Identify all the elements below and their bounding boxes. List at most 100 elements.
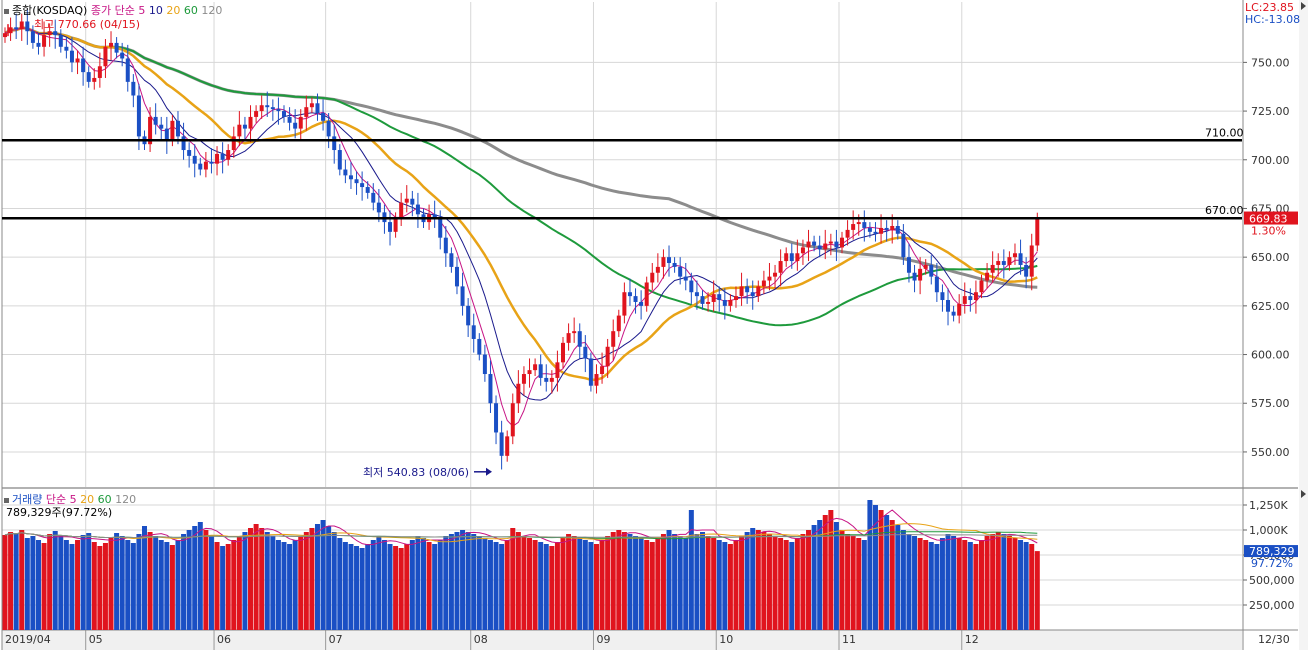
candle-body [879,227,884,234]
volume-bar [376,536,382,630]
candle-body [583,346,588,359]
volume-ma120-line [4,532,1038,538]
volume-bar [984,536,990,630]
level-label-670: 670.00 [1205,204,1244,217]
price-ma-label: 종가 단순 [90,4,135,17]
candle-body [309,103,314,108]
volume-bar [348,544,354,630]
candle-body [259,105,264,112]
volume-bar [454,532,460,630]
volume-bar [923,540,929,630]
volume-bar [52,531,58,630]
candle-body [404,198,409,203]
candle-body [53,31,58,36]
lc-label: LC:23.85 [1245,1,1294,14]
volume-bar [884,515,890,630]
candle-body [538,364,543,378]
volume-bar [995,532,1001,630]
candle-body [1007,257,1012,265]
volume-bar [716,540,722,630]
candle-body [343,169,348,176]
volume-bar [722,542,728,630]
last-volume-text: 789,329주(97.72%) [6,506,113,519]
volume-bar [979,540,984,630]
candle-body [326,120,331,137]
volume-bar [24,538,30,630]
volume-bar [939,538,945,630]
low-marker-label: 최저 540.83 (08/06) [363,466,469,479]
candle-body [348,175,353,180]
candle-body [153,116,158,125]
candle-body [360,183,365,188]
volume-bar [487,540,493,630]
volume-bar [956,538,962,630]
volume-bar [917,538,923,630]
volume-bar [354,546,360,630]
candle-body [393,218,398,232]
candle-body [242,124,247,129]
month-label: 10 [719,633,733,646]
volume-bar [97,546,103,630]
volume-bar [13,534,19,630]
candle-body [81,58,86,73]
candle-body [767,276,772,281]
volume-bar [236,536,242,630]
volume-bar [320,520,326,630]
candle-body [170,120,175,141]
candle-body [533,364,538,371]
candle-body [482,354,487,375]
volume-bar [147,532,153,630]
current-volume-tag [1244,545,1298,558]
candle-body [494,403,499,433]
expand-arrow-icon[interactable] [1301,2,1306,10]
candle-body [985,272,990,281]
candle-body [700,296,705,304]
candle-body [265,105,270,108]
volume-bar [398,548,404,630]
volume-axis-label: 1,000K [1249,524,1288,537]
volume-bar [527,538,533,630]
volume-bar [309,528,315,630]
candle-body [650,272,655,283]
volume-bar [47,534,53,630]
candle-body [962,296,967,304]
candle-body [940,292,945,301]
volume-bar [220,546,226,630]
candle-body [1012,253,1017,258]
volume-bar [510,528,516,630]
volume-bar [666,530,672,630]
volume-bar [895,525,901,630]
volume-bar [175,540,181,630]
volume-bar [426,542,432,630]
volume-bar [990,534,996,630]
volume-bar [69,544,75,630]
ma120-label: 120 [201,4,223,17]
volume-bar [912,536,918,630]
price-ma20-line [4,26,1038,382]
candle-body [678,266,683,277]
candle-body [588,358,593,386]
candle-body [867,227,872,232]
volume-bar [1018,540,1024,630]
collapse-arrow-icon[interactable] [1301,490,1306,498]
volume-bar [130,543,136,630]
volume-bar [828,510,834,630]
volume-bar [460,530,466,630]
volume-bar [593,544,599,630]
volume-bar [1001,534,1007,630]
candle-body [14,27,19,30]
volume-title: 거래량 [12,493,43,506]
volume-bar [493,542,499,630]
volume-bar [370,540,376,630]
candle-body [611,331,616,347]
x-axis-background [2,630,1242,650]
candle-body [438,218,443,238]
volume-bar [125,540,131,630]
candle-body [901,233,906,258]
volume-bar [197,522,203,630]
volume-bar [705,536,711,630]
volume-bar [688,510,694,630]
volume-bar [275,540,281,630]
volume-bar [393,546,399,630]
